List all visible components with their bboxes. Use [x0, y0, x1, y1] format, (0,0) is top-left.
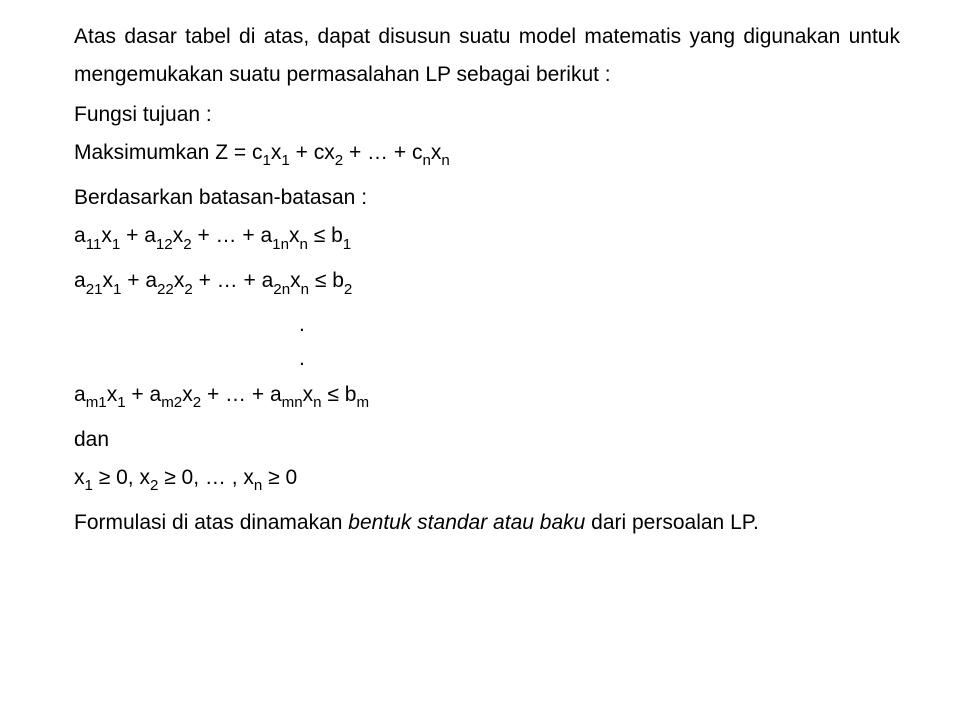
closing-pre: Formulasi di atas dinamakan	[74, 511, 348, 534]
rm-xs1: 1	[117, 394, 125, 411]
r2-bs: 2	[344, 281, 352, 298]
obj-x1: x	[271, 141, 282, 164]
r2-x1: x	[103, 269, 114, 292]
objective-function: Maksimumkan Z = c1x1 + cx2 + … + cnxn	[74, 134, 900, 179]
r2-xs2: 2	[184, 281, 192, 298]
r1-s12: 12	[156, 236, 173, 253]
constraints-label: Berdasarkan batasan-batasan :	[74, 179, 900, 217]
constraint-row-1: a11x1 + a12x2 + … + a1nxn ≤ b1	[74, 217, 900, 262]
rm-x1: x	[107, 383, 118, 406]
r1-p1: + a	[120, 224, 156, 247]
fungsi-tujuan-label: Fungsi tujuan :	[74, 96, 900, 134]
intro-paragraph: Atas dasar tabel di atas, dapat disusun …	[74, 18, 900, 94]
r2-p2: + … + a	[193, 269, 274, 292]
vdots-1: .	[74, 308, 900, 342]
r2-s21: 21	[86, 281, 103, 298]
nn-g1: ≥ 0, x	[93, 466, 150, 489]
obj-xn: x	[431, 141, 442, 164]
rm-p1: + a	[126, 383, 162, 406]
r2-xs1: 1	[113, 281, 121, 298]
rm-x2: x	[182, 383, 193, 406]
rm-xsn: n	[313, 394, 321, 411]
r2-x2: x	[174, 269, 185, 292]
constraint-row-2: a21x1 + a22x2 + … + a2nxn ≤ b2	[74, 262, 900, 307]
r1-x1: x	[101, 224, 112, 247]
r1-le: ≤ b	[308, 224, 343, 247]
obj-xn-sub: n	[441, 152, 449, 169]
r2-p1: + a	[121, 269, 157, 292]
closing-italic: bentuk standar atau baku	[348, 511, 591, 534]
dan-label: dan	[74, 421, 900, 459]
r2-xn: x	[290, 269, 301, 292]
nn-g2: ≥ 0, … , x	[158, 466, 254, 489]
obj-p2: + … + c	[343, 141, 422, 164]
constraint-row-m: am1x1 + am2x2 + … + amnxn ≤ bm	[74, 376, 900, 421]
closing-paragraph: Formulasi di atas dinamakan bentuk stand…	[74, 504, 900, 542]
rm-xn: x	[303, 383, 314, 406]
rm-xs2: 2	[193, 394, 201, 411]
r1-x2: x	[173, 224, 184, 247]
obj-x2-sub: 2	[335, 152, 343, 169]
closing-post: dari persoalan	[591, 511, 724, 534]
obj-c1-sub: 1	[262, 152, 270, 169]
obj-p1: + cx	[290, 141, 335, 164]
rm-sm1: m1	[86, 394, 107, 411]
obj-x1-sub: 1	[281, 152, 289, 169]
r2-s2n: 2n	[273, 281, 290, 298]
r1-p2: + … + a	[192, 224, 273, 247]
r2-s22: 22	[157, 281, 174, 298]
obj-cn-sub: n	[423, 152, 431, 169]
nn-sn: n	[254, 477, 262, 494]
closing-last: LP.	[730, 511, 759, 534]
rm-bs: m	[356, 394, 369, 411]
intro-line-1: Atas dasar tabel di atas, dapat disusun …	[74, 25, 735, 48]
r1-s11: 11	[86, 236, 102, 253]
rm-le: ≤ b	[322, 383, 357, 406]
r1-bs: 1	[343, 236, 351, 253]
r1-xn: x	[289, 224, 300, 247]
rm-smn: mn	[282, 394, 303, 411]
r2-le: ≤ b	[309, 269, 344, 292]
nn-g3: ≥ 0	[262, 466, 297, 489]
r1-xs2: 2	[183, 236, 191, 253]
rm-a: a	[74, 383, 86, 406]
intro-line-3: berikut :	[536, 63, 611, 86]
r1-s1n: 1n	[272, 236, 289, 253]
vdots-2: .	[74, 342, 900, 376]
r1-xsn: n	[299, 236, 307, 253]
nn-x1: x	[74, 466, 85, 489]
obj-prefix: Maksimumkan Z = c	[74, 141, 262, 164]
r1-xs1: 1	[112, 236, 120, 253]
nn-s2: 2	[150, 477, 158, 494]
document-page: Atas dasar tabel di atas, dapat disusun …	[0, 0, 960, 542]
r2-xsn: n	[301, 281, 309, 298]
rm-p2: + … + a	[201, 383, 282, 406]
r1-a: a	[74, 224, 86, 247]
rm-sm2: m2	[161, 394, 182, 411]
nonneg-constraints: x1 ≥ 0, x2 ≥ 0, … , xn ≥ 0	[74, 459, 900, 504]
r2-a: a	[74, 269, 86, 292]
nn-s1: 1	[85, 477, 93, 494]
